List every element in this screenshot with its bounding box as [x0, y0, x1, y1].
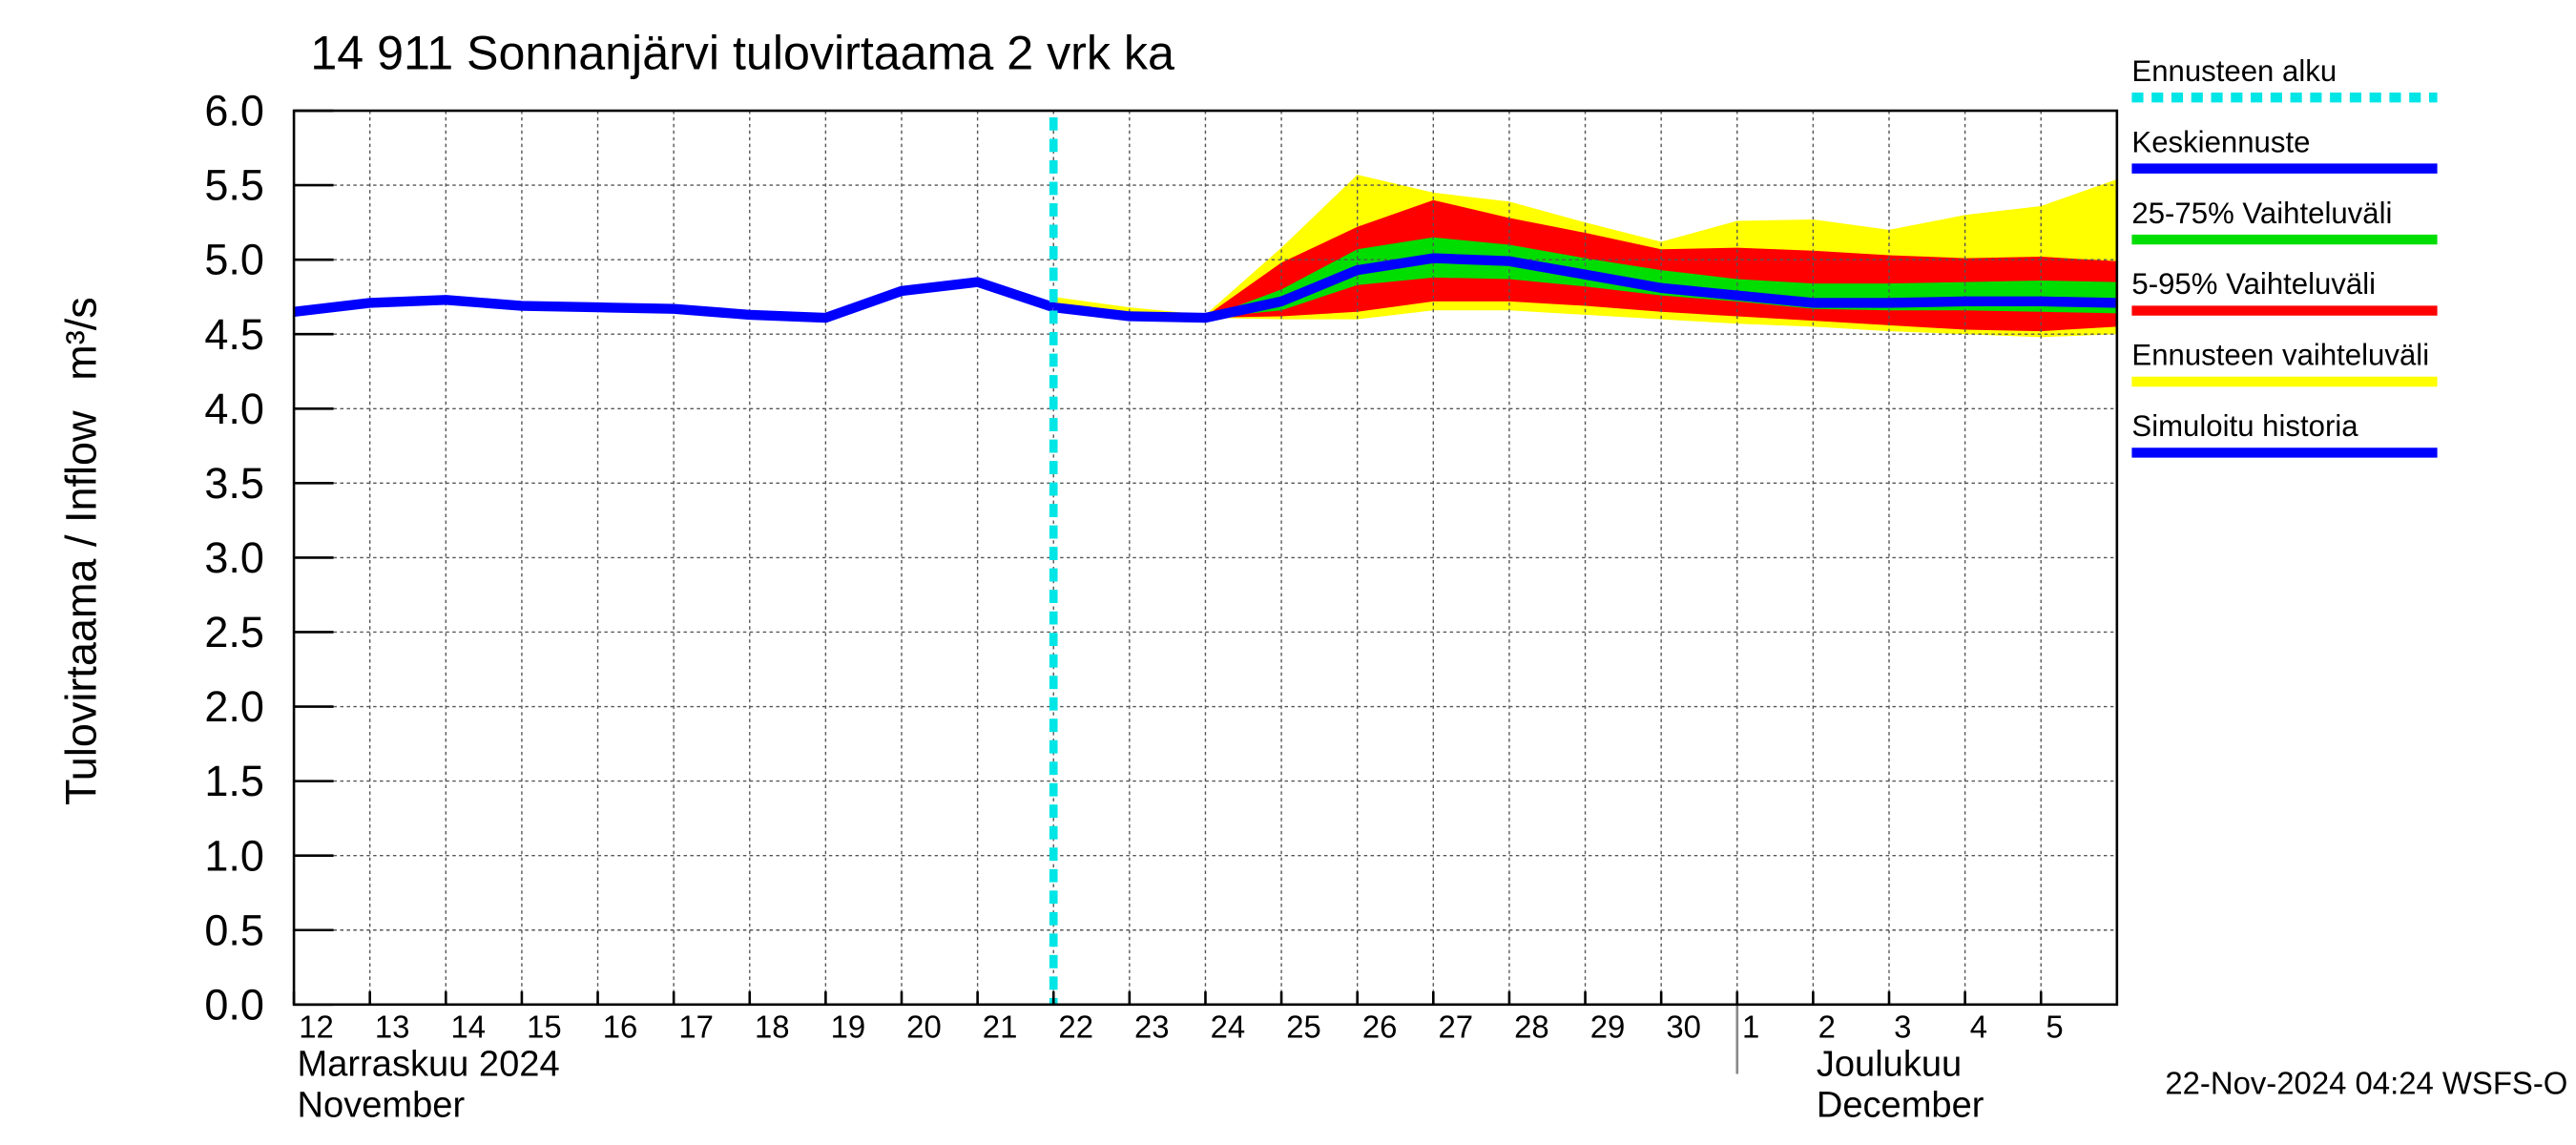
chart-title: 14 911 Sonnanjärvi tulovirtaama 2 vrk ka [310, 27, 1174, 80]
x-tick-label: 25 [1286, 1009, 1321, 1044]
y-tick-label: 2.0 [204, 682, 264, 731]
x-tick-label: 14 [450, 1009, 486, 1044]
footer: 22-Nov-2024 04:24 WSFS-O [2165, 1065, 2567, 1100]
x-tick-label: 4 [1970, 1009, 1987, 1044]
y-tick-label: 3.0 [204, 533, 264, 582]
x-tick-label: 24 [1211, 1009, 1246, 1044]
series-line [1052, 253, 2117, 323]
x-tick-label: 16 [603, 1009, 638, 1044]
month-label: Joulukuu [1817, 1044, 1962, 1084]
legend-label: Ennusteen vaihteluväli [2131, 339, 2429, 372]
grid [293, 110, 2117, 1006]
series-line [293, 277, 1055, 323]
plot-frame [292, 109, 2119, 1007]
x-tick-label: 27 [1439, 1009, 1474, 1044]
y-axis-label: Tulovirtaama / Inflow [56, 410, 105, 805]
legend-label: 5-95% Vaihteluväli [2131, 267, 2376, 301]
x-tick-label: 26 [1362, 1009, 1398, 1044]
x-tick-label: 22 [1058, 1009, 1093, 1044]
y-tick-label: 2.5 [204, 608, 264, 656]
y-tick-label: 1.5 [204, 757, 264, 805]
month-sublabel: November [298, 1086, 466, 1126]
x-tick-label: 19 [831, 1009, 866, 1044]
axes: 0.0 0.5 1.0 1.5 2.0 2.5 3.0 3.5 4.0 4.5 5.0 5.5 6.0 1… [204, 87, 2119, 1126]
y-tick-label: 1.0 [204, 831, 264, 880]
x-tick-label: 29 [1590, 1009, 1626, 1044]
lines [293, 116, 2117, 1005]
y-tick-label: 0.0 [204, 980, 264, 1029]
x-tick-label: 20 [906, 1009, 942, 1044]
y-axis-unit: m³/s [56, 297, 105, 381]
x-tick-label: 2 [1818, 1009, 1836, 1044]
x-tick-label: 13 [375, 1009, 410, 1044]
y-tick-label: 4.0 [204, 385, 264, 433]
y-tick-label: 3.5 [204, 459, 264, 508]
legend-label: Ennusteen alku [2131, 54, 2337, 88]
x-tick-label: 30 [1666, 1009, 1701, 1044]
x-tick-label: 5 [2046, 1009, 2063, 1044]
x-tick-label: 12 [299, 1009, 334, 1044]
month-sublabel: December [1817, 1086, 1984, 1126]
x-tick-label: 18 [755, 1009, 790, 1044]
x-tick-label: 1 [1742, 1009, 1759, 1044]
legend: Ennusteen alku Keskiennuste 25-75% Vaihtel… [2131, 54, 2438, 458]
legend-label: Keskiennuste [2131, 125, 2310, 158]
legend-label: 25-75% Vaihteluväli [2131, 197, 2392, 230]
y-tick-label: 5.0 [204, 236, 264, 284]
x-tick-label: 15 [527, 1009, 562, 1044]
x-tick-label: 28 [1514, 1009, 1549, 1044]
x-tick-label: 17 [678, 1009, 714, 1044]
y-tick-label: 5.5 [204, 161, 264, 210]
y-tick-label: 6.0 [204, 87, 264, 135]
y-tick-label: 0.5 [204, 906, 264, 954]
x-tick-label: 23 [1134, 1009, 1170, 1044]
y-tick-label: 4.5 [204, 310, 264, 359]
month-label: Marraskuu 2024 [298, 1044, 560, 1084]
x-tick-label: 3 [1894, 1009, 1911, 1044]
x-tick-label: 21 [983, 1009, 1018, 1044]
legend-label: Simuloitu historia [2131, 409, 2358, 443]
